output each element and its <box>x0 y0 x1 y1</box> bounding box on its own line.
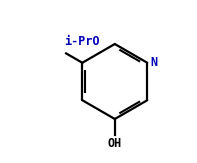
Text: N: N <box>150 56 157 69</box>
Text: OH: OH <box>108 137 122 150</box>
Text: i-PrO: i-PrO <box>64 35 100 48</box>
